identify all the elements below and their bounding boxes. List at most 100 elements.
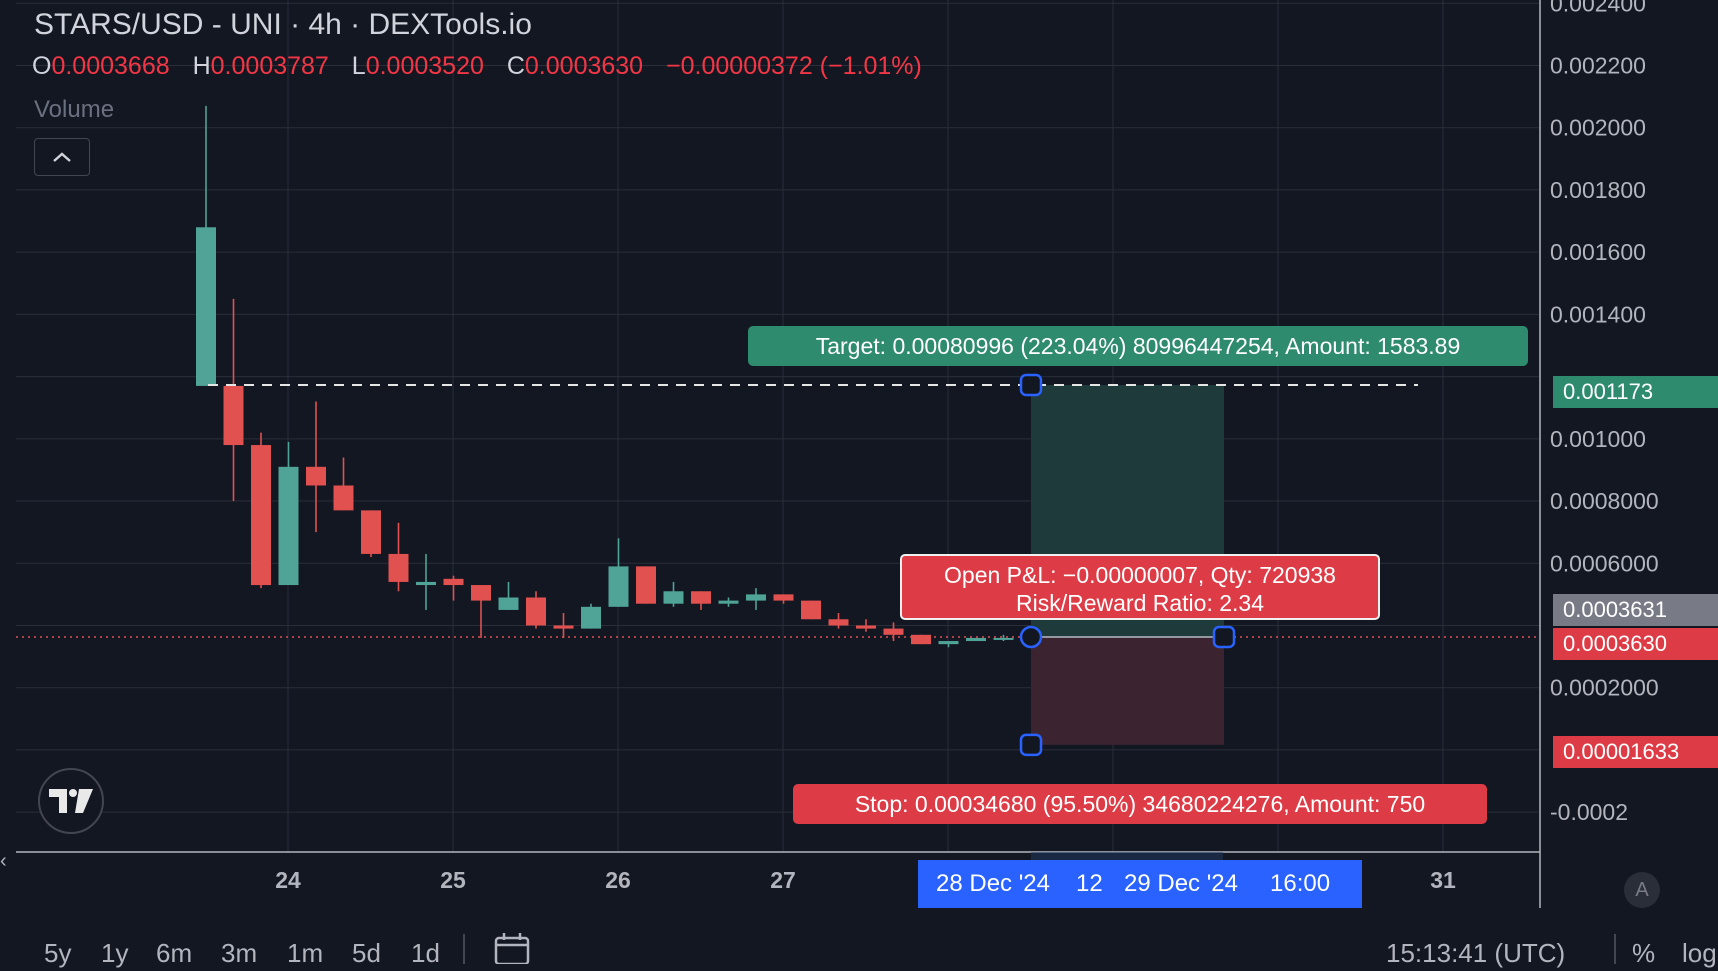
candle [443, 575, 464, 601]
price-tick-label: 0.002000 [1550, 115, 1646, 141]
candlestick-series [196, 105, 1041, 648]
open-key: O [32, 52, 52, 80]
candle-body [828, 619, 849, 626]
candle-body [911, 634, 931, 645]
tradingview-logo-icon [49, 789, 93, 813]
candle-body [388, 553, 409, 582]
last-price-tag: 0.0003631 [1553, 594, 1718, 626]
candle [416, 553, 436, 610]
stop-label[interactable]: Stop: 0.00034680 (95.50%) 34680224276, A… [793, 784, 1487, 824]
candle [526, 591, 546, 629]
candle [471, 585, 491, 638]
scroll-left-icon[interactable]: ‹ [0, 850, 7, 872]
candle [883, 622, 904, 642]
candle-body [526, 597, 546, 626]
candle-body [306, 466, 326, 486]
candle-body [581, 606, 601, 629]
time-tick-label: 26 [605, 867, 631, 893]
pnl-label[interactable]: Open P&L: −0.00000007, Qty: 720938 Risk/… [900, 554, 1380, 620]
candle-body [471, 585, 491, 601]
candle-body [278, 466, 299, 586]
candle [223, 298, 244, 502]
time-tick-label: 25 [440, 867, 466, 893]
pnl-line: Open P&L: −0.00000007, Qty: 720938 [944, 562, 1336, 588]
stop-price-tag: 0.00001633 [1553, 736, 1718, 768]
percent-toggle[interactable]: % [1632, 938, 1656, 968]
candle-body [553, 625, 574, 629]
current-price-tag: 0.0003630 [1553, 628, 1718, 660]
price-tick-label: 0.001800 [1550, 177, 1646, 203]
utc-clock[interactable]: 15:13:41 (UTC) [1386, 938, 1566, 968]
price-tick-label: 0.0008000 [1550, 488, 1659, 514]
target-label[interactable]: Target: 0.00080996 (223.04%) 80996447254… [748, 326, 1528, 366]
candle [581, 603, 601, 629]
time-end: 29 Dec '24 [1124, 870, 1238, 897]
candle-body [416, 581, 436, 586]
candle [553, 613, 574, 638]
toolbar-divider [1614, 934, 1616, 964]
candle [306, 401, 326, 533]
target-handle [1019, 373, 1043, 397]
chart-grid [16, 0, 1541, 908]
bottom-toolbar: 5y 1y 6m 3m 1m 5d 1d 15:13:41 (UTC) % lo… [0, 920, 1718, 968]
range-1d[interactable]: 1d [411, 938, 440, 968]
candle [993, 634, 1014, 642]
candle [663, 581, 684, 607]
range-1y[interactable]: 1y [101, 938, 129, 968]
price-tick-label: 0.001600 [1550, 239, 1646, 265]
candle [388, 522, 409, 592]
candle-body [718, 600, 739, 604]
risk-reward-line: Risk/Reward Ratio: 2.34 [1016, 590, 1264, 616]
close-value: 0.0003630 [524, 52, 644, 80]
chevron-up-icon [53, 152, 71, 162]
price-tick-label: 0.001000 [1550, 426, 1646, 452]
range-6m[interactable]: 6m [156, 938, 193, 968]
range-5y[interactable]: 5y [44, 938, 72, 968]
candle-body [223, 385, 244, 446]
candle-body [773, 594, 794, 601]
position-zones [1031, 385, 1224, 908]
time-clock: 16:00 [1270, 870, 1331, 897]
tradingview-logo[interactable] [38, 768, 104, 834]
candle [718, 597, 739, 607]
toolbar-divider [463, 934, 465, 964]
candle [911, 634, 931, 645]
price-tick-label: 0.002200 [1550, 52, 1646, 78]
candle [251, 432, 271, 589]
candle-body [333, 485, 354, 511]
target-price-tag: 0.001173 [1553, 376, 1718, 408]
candle-body [883, 628, 904, 635]
calendar-icon[interactable] [494, 932, 530, 971]
candle-body [361, 510, 381, 554]
candle-body [443, 578, 464, 586]
high-key: H [192, 52, 211, 80]
candle-body [966, 637, 986, 642]
candle [828, 613, 849, 629]
log-toggle[interactable]: log [1682, 938, 1717, 968]
position-overlay [16, 373, 1540, 757]
collapse-legend-button[interactable] [34, 138, 90, 176]
candle [746, 588, 766, 610]
high-value: 0.0003787 [210, 52, 329, 80]
price-tick-label: 0.002400 [1550, 0, 1646, 16]
candle-body [663, 591, 684, 604]
auto-scale-button[interactable]: A [1624, 872, 1660, 908]
range-3m[interactable]: 3m [221, 938, 258, 968]
candle-body [196, 227, 216, 386]
time-axis: 24 25 26 27 31 [275, 867, 1456, 893]
candle-body [801, 600, 821, 620]
close-key: C [506, 52, 525, 80]
range-5d[interactable]: 5d [352, 938, 381, 968]
range-1m[interactable]: 1m [287, 938, 324, 968]
candle [773, 594, 794, 604]
candle [856, 619, 876, 632]
candle [938, 641, 959, 648]
time-tick-label: 24 [275, 867, 301, 893]
candle-body [938, 641, 959, 645]
candle [333, 457, 354, 511]
candle [636, 566, 656, 604]
candle [801, 600, 821, 620]
time-selection-range: 28 Dec '24 12 29 Dec '24 16:00 [918, 860, 1362, 908]
candle [278, 441, 299, 586]
